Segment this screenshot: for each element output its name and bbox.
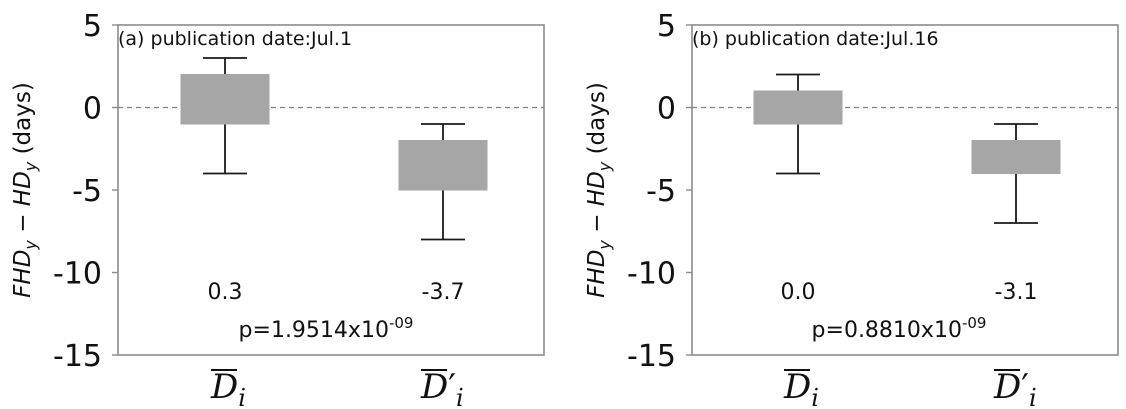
p-value-exponent: -09 xyxy=(389,314,414,332)
x-tick-base: D xyxy=(210,367,238,407)
x-tick-subscript: i xyxy=(456,384,464,409)
y-tick-label: -10 xyxy=(627,257,676,292)
box-body xyxy=(971,140,1061,174)
x-tick-label: D′i xyxy=(993,367,1037,409)
panel-title: (b) publication date:Jul.16 xyxy=(692,28,939,50)
x-tick-base: D xyxy=(420,367,448,407)
y-tick-label: -10 xyxy=(53,257,102,292)
y-label-sub: y xyxy=(595,240,614,251)
x-tick-subscript: i xyxy=(238,384,246,409)
box-body xyxy=(398,140,488,191)
p-value-label: p=0.8810x10-09 xyxy=(812,314,987,343)
mean-label: -3.7 xyxy=(422,280,465,305)
y-label-sub: y xyxy=(595,161,614,172)
x-tick-subscript: i xyxy=(811,384,819,409)
x-tick-prime: ′ xyxy=(448,367,456,407)
x-tick-label: Di xyxy=(783,367,819,409)
panel-title: (a) publication date:Jul.1 xyxy=(118,28,352,50)
y-tick-label: -5 xyxy=(646,174,676,209)
y-axis-label: FHDy − HDy (days) xyxy=(10,82,40,298)
p-value-text: p=0.8810x10 xyxy=(812,318,962,343)
box-1 xyxy=(180,57,270,175)
p-value-exponent: -09 xyxy=(962,314,987,332)
mean-label: 0.0 xyxy=(781,280,816,305)
y-label-mid: − HD xyxy=(584,171,610,240)
y-label-sub: y xyxy=(21,240,40,251)
p-value-label: p=1.9514x10-09 xyxy=(239,314,414,343)
x-tick-base: D xyxy=(993,367,1021,407)
mean-label: 0.3 xyxy=(208,280,243,305)
y-tick-label: 0 xyxy=(83,92,102,127)
y-tick-label: 0 xyxy=(657,92,676,127)
x-tick-base: D xyxy=(783,367,811,407)
x-tick-label: D′i xyxy=(420,367,464,409)
y-label-mid: − HD xyxy=(10,171,36,240)
p-value-text: p=1.9514x10 xyxy=(239,318,389,343)
mean-label: -3.1 xyxy=(995,280,1038,305)
box-body xyxy=(180,74,270,125)
y-label-main: FHD xyxy=(10,250,36,298)
box-body xyxy=(753,90,843,125)
y-axis-label: FHDy − HDy (days) xyxy=(584,82,614,298)
box-1 xyxy=(753,73,843,175)
box-2 xyxy=(398,123,488,241)
y-tick-label: -5 xyxy=(72,174,102,209)
y-tick-label: -15 xyxy=(627,339,676,374)
y-tick-label: 5 xyxy=(657,9,676,44)
x-tick-subscript: i xyxy=(1029,384,1037,409)
chart-panel-a: 50-5-10-150.3Di-3.7D′ip=1.9514x10-09(a) … xyxy=(10,9,545,409)
y-tick-label: 5 xyxy=(83,9,102,44)
y-label-sub: y xyxy=(21,161,40,172)
plot-frame xyxy=(691,24,1119,356)
y-label-unit: (days) xyxy=(584,82,610,162)
x-tick-label: Di xyxy=(210,367,246,409)
x-tick-prime: ′ xyxy=(1021,367,1029,407)
y-label-main: FHD xyxy=(584,250,610,298)
box-2 xyxy=(971,123,1061,224)
y-tick-label: -15 xyxy=(53,339,102,374)
y-label-unit: (days) xyxy=(10,82,36,162)
chart-panel-b: 50-5-10-150.0Di-3.1D′ip=0.8810x10-09(b) … xyxy=(584,9,1119,409)
